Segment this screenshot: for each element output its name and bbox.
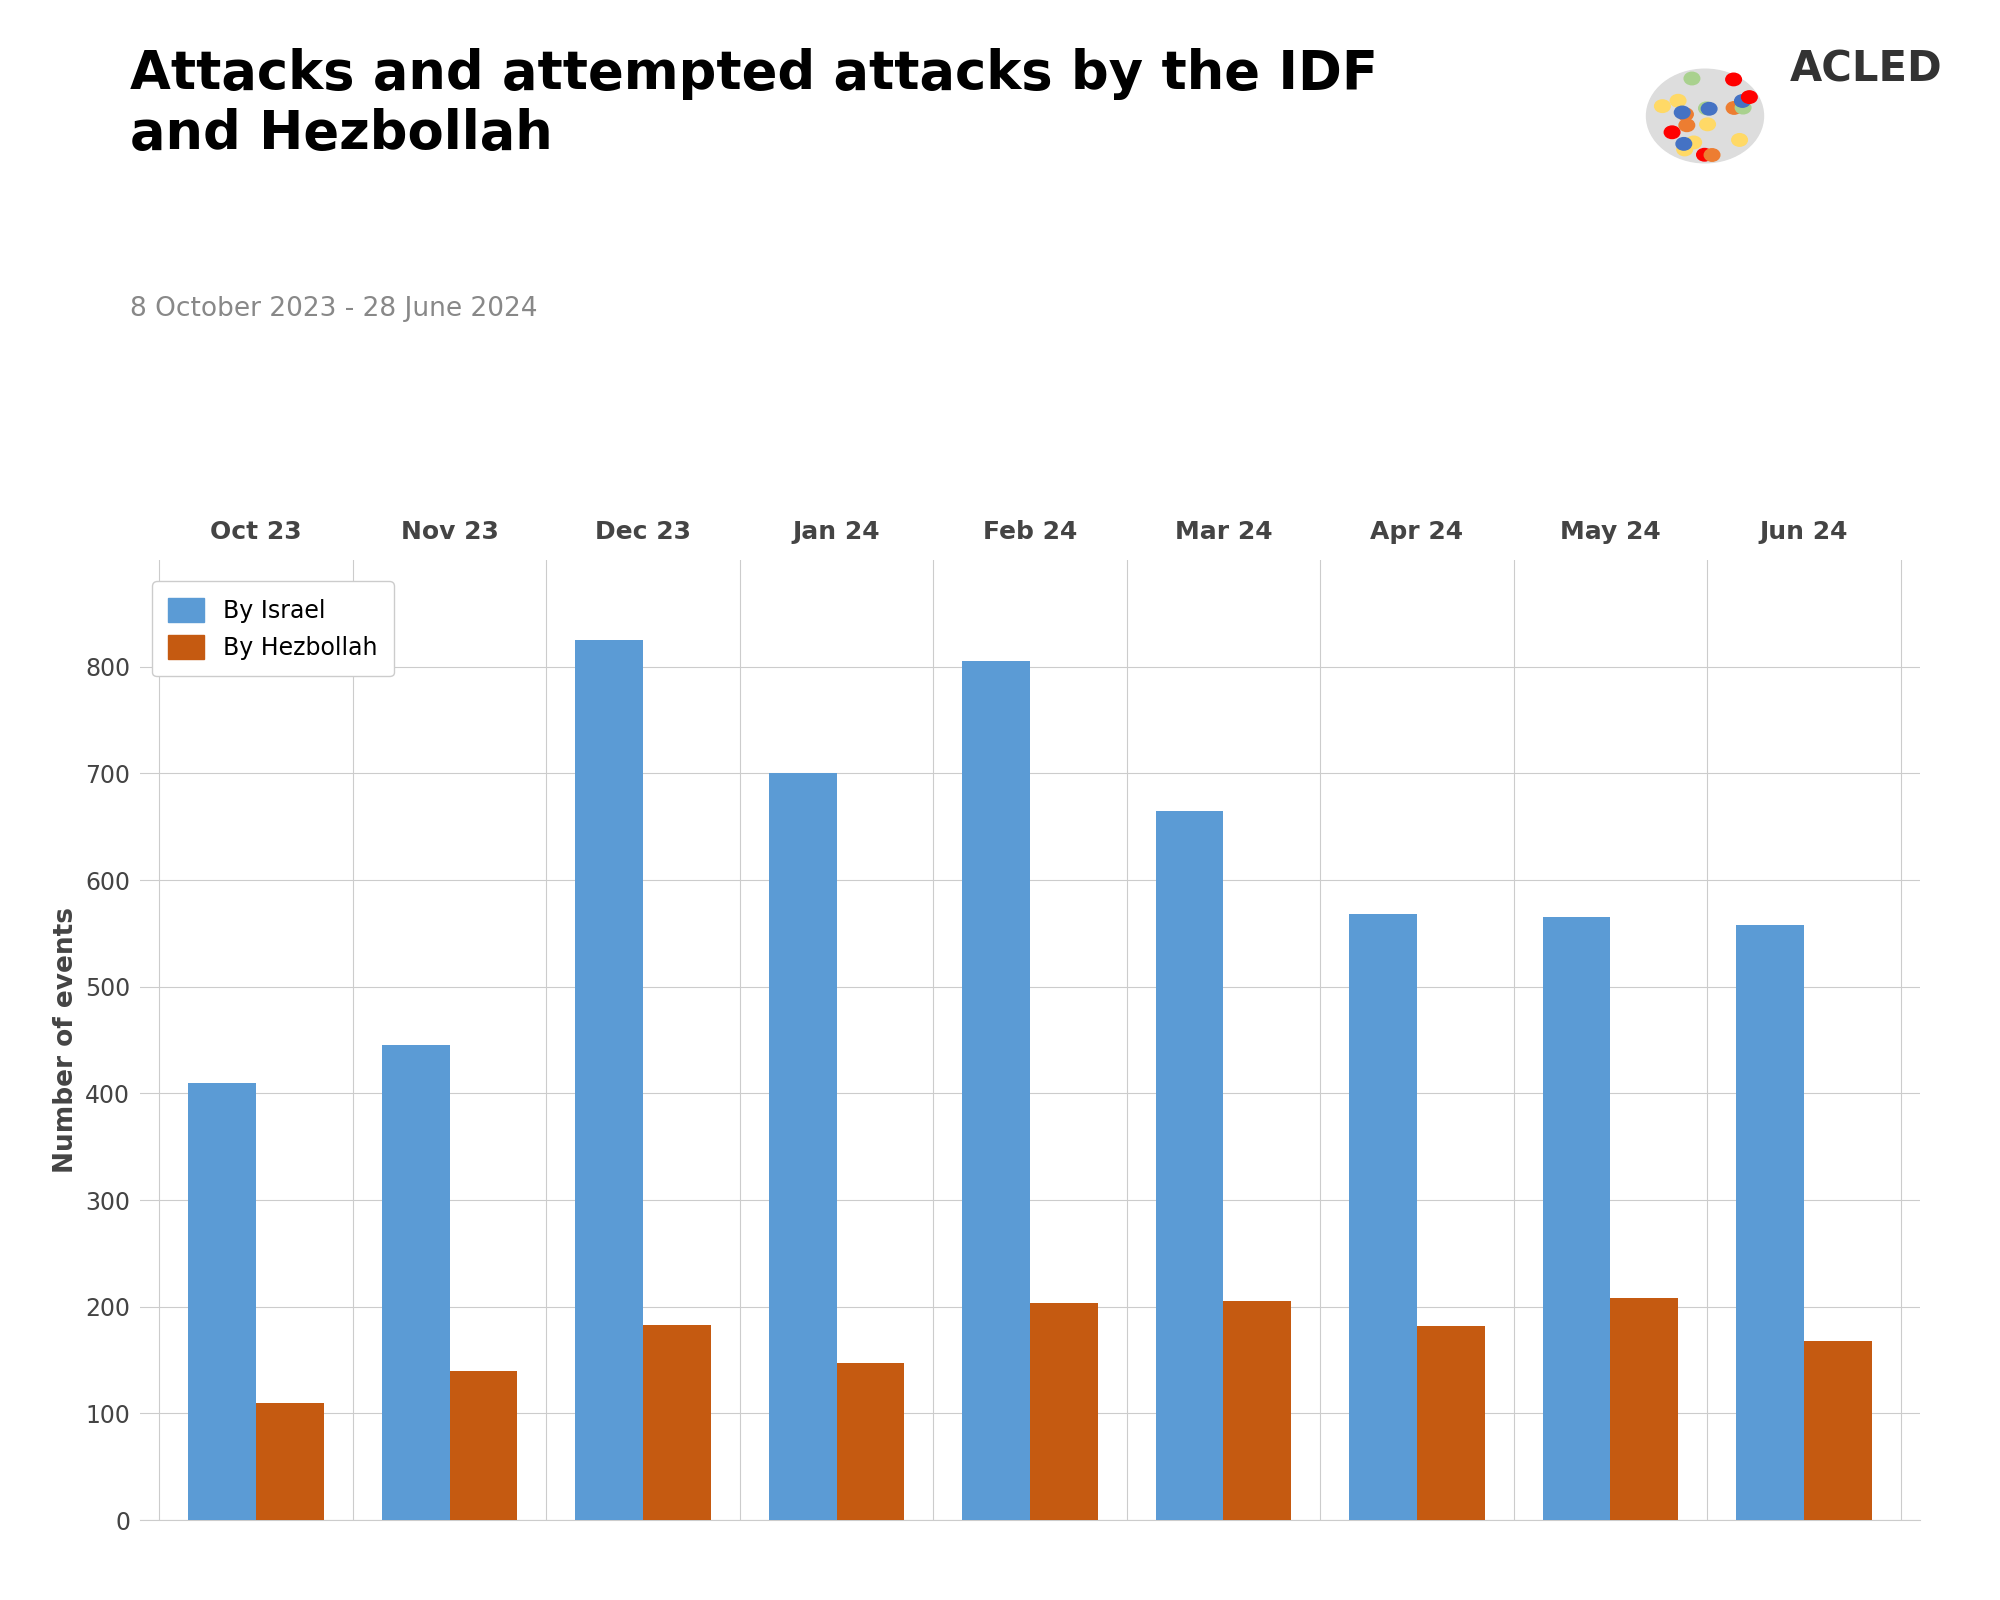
Circle shape — [1702, 102, 1716, 115]
Bar — [962, 661, 1030, 1520]
Circle shape — [1676, 144, 1692, 155]
Circle shape — [1704, 149, 1720, 162]
Circle shape — [1698, 102, 1714, 115]
Circle shape — [1742, 91, 1758, 104]
Circle shape — [1674, 106, 1690, 118]
Bar — [1610, 1298, 1678, 1520]
Bar — [576, 640, 644, 1520]
Bar — [382, 1045, 450, 1520]
Legend: By Israel, By Hezbollah: By Israel, By Hezbollah — [152, 581, 394, 677]
Bar — [1030, 1304, 1098, 1520]
Circle shape — [1686, 136, 1702, 149]
Bar — [1542, 917, 1610, 1520]
Circle shape — [1646, 69, 1764, 163]
Y-axis label: Number of events: Number of events — [54, 907, 80, 1173]
Circle shape — [1684, 72, 1700, 85]
Bar — [1804, 1341, 1872, 1520]
Circle shape — [1700, 118, 1716, 131]
Circle shape — [1678, 109, 1694, 120]
Bar — [644, 1325, 710, 1520]
Bar — [256, 1403, 324, 1520]
Circle shape — [1736, 101, 1750, 114]
Circle shape — [1726, 102, 1742, 114]
Bar — [836, 1363, 904, 1520]
Text: Attacks and attempted attacks by the IDF
and Hezbollah: Attacks and attempted attacks by the IDF… — [130, 48, 1378, 160]
Circle shape — [1734, 94, 1750, 107]
Bar — [1350, 914, 1416, 1520]
Circle shape — [1726, 74, 1742, 86]
Circle shape — [1670, 94, 1686, 107]
Circle shape — [1664, 126, 1680, 139]
Bar — [188, 1083, 256, 1520]
Circle shape — [1676, 138, 1692, 150]
Bar — [450, 1371, 518, 1520]
Bar — [1736, 925, 1804, 1520]
Bar — [1156, 811, 1224, 1520]
Bar — [1224, 1301, 1292, 1520]
Bar — [768, 773, 836, 1520]
Bar — [1416, 1326, 1484, 1520]
Circle shape — [1696, 149, 1712, 162]
Circle shape — [1732, 134, 1748, 146]
Text: ACLED: ACLED — [1790, 48, 1942, 90]
Circle shape — [1680, 118, 1694, 131]
Text: 8 October 2023 - 28 June 2024: 8 October 2023 - 28 June 2024 — [130, 296, 538, 322]
Circle shape — [1654, 99, 1670, 112]
